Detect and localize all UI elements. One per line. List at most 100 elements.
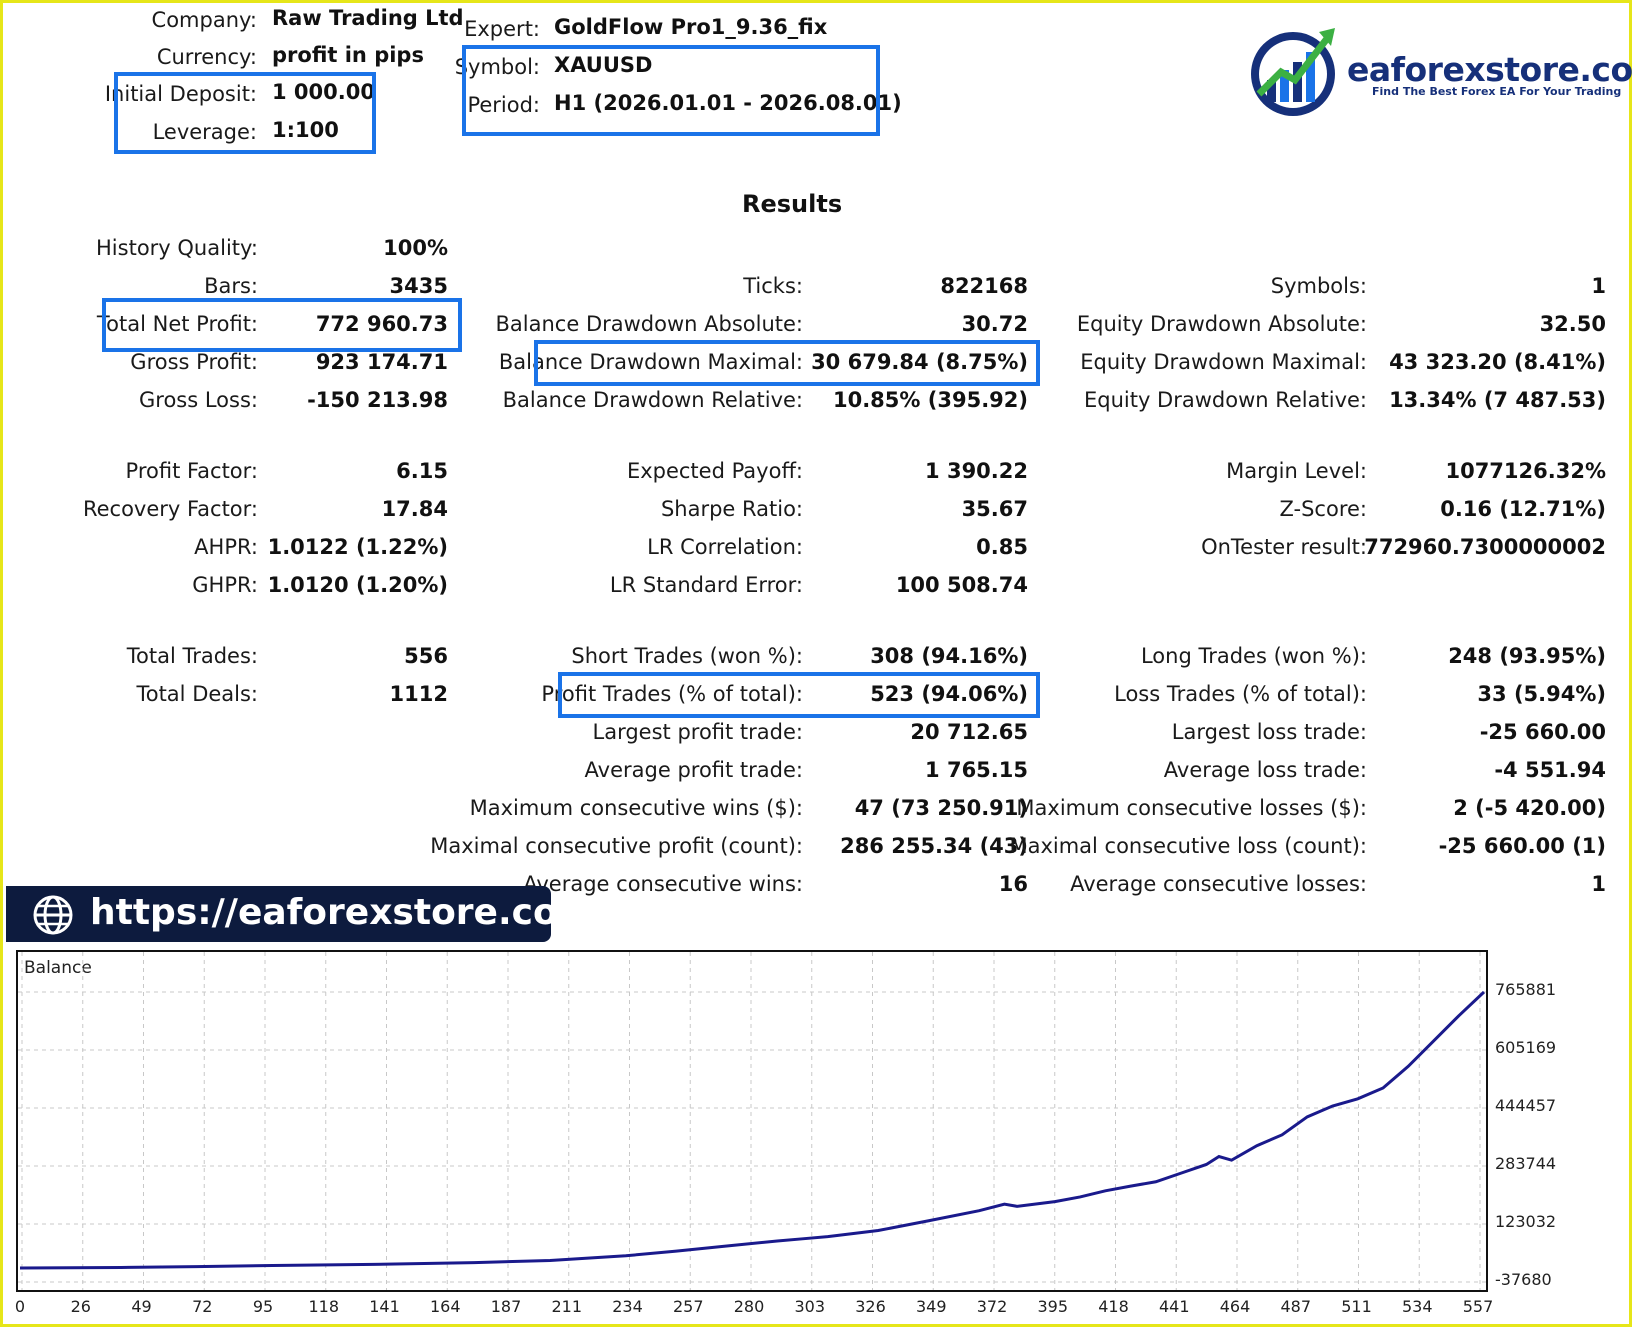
y-tick-label: 123032 [1495, 1212, 1557, 1231]
max-consecutive-profit-value: 286 255.34 (43) [840, 834, 1028, 858]
bars-value: 3435 [389, 274, 448, 298]
balance-dd-absolute-label: Balance Drawdown Absolute: [495, 312, 803, 336]
ghpr-value: 1.0120 (1.20%) [267, 573, 448, 597]
y-tick-label: 283744 [1495, 1154, 1557, 1173]
deposit-highlight-box [114, 72, 376, 154]
z-score-value: 0.16 (12.71%) [1440, 497, 1606, 521]
x-tick-label: 464 [1219, 1297, 1251, 1316]
profit-trades-value: 523 (94.06%) [870, 682, 1028, 706]
currency-value: profit in pips [272, 43, 424, 67]
loss-trades-label: Loss Trades (% of total): [1114, 682, 1367, 706]
avg-consecutive-losses-value: 1 [1591, 872, 1606, 896]
recovery-factor-label: Recovery Factor: [82, 497, 258, 521]
x-tick-label: 418 [1098, 1297, 1129, 1316]
lr-standard-error-label: LR Standard Error: [609, 573, 803, 597]
profit-factor-label: Profit Factor: [125, 459, 258, 483]
average-profit-trade-label: Average profit trade: [584, 758, 803, 782]
avg-consecutive-wins-value: 16 [998, 872, 1028, 896]
equity-dd-absolute-value: 32.50 [1539, 312, 1606, 336]
y-tick-label: 444457 [1495, 1095, 1557, 1115]
max-consecutive-profit-label: Maximal consecutive profit (count): [430, 834, 803, 858]
max-consecutive-loss-label: Maximal consecutive loss (count): [1009, 834, 1367, 858]
lr-correlation-value: 0.85 [976, 535, 1028, 559]
long-trades-label: Long Trades (won %): [1140, 644, 1367, 668]
bars-label: Bars: [204, 274, 258, 298]
average-loss-trade-label: Average loss trade: [1163, 758, 1367, 782]
x-tick-label: 326 [855, 1297, 886, 1316]
total-trades-value: 556 [404, 644, 448, 668]
ghpr-label: GHPR: [192, 573, 258, 597]
company-value: Raw Trading Ltd [272, 6, 464, 30]
largest-loss-trade-label: Largest loss trade: [1171, 720, 1367, 744]
expert-label: Expert: [464, 17, 540, 41]
results-title: Results [742, 190, 843, 218]
short-trades-value: 308 (94.16%) [870, 644, 1028, 668]
balance-dd-maximal-value: 30 679.84 (8.75%) [811, 350, 1028, 374]
gross-loss-value: -150 213.98 [307, 388, 448, 412]
globe-icon [32, 894, 74, 940]
x-tick-label: 118 [308, 1297, 340, 1316]
expected-payoff-label: Expected Payoff: [626, 459, 803, 483]
profit-trades-label: Profit Trades (% of total): [541, 682, 803, 706]
leverage-label: Leverage: [152, 120, 257, 144]
x-tick-label: 0 [14, 1297, 26, 1316]
max-consecutive-wins-label: Maximum consecutive wins ($): [469, 796, 803, 820]
lr-standard-error-value: 100 508.74 [895, 573, 1028, 597]
expert-value: GoldFlow Pro1_9.36_fix [554, 15, 828, 39]
period-label: Period: [467, 93, 540, 117]
ontester-result-value: 772960.7300000002 [1364, 535, 1606, 559]
balance-dd-relative-label: Balance Drawdown Relative: [502, 388, 803, 412]
gross-profit-label: Gross Profit: [130, 350, 258, 374]
logo-name: eaforexstore.com [1347, 50, 1632, 89]
average-profit-trade-value: 1 765.15 [925, 758, 1028, 782]
max-consecutive-loss-value: -25 660.00 (1) [1438, 834, 1606, 858]
equity-dd-maximal-label: Equity Drawdown Maximal: [1080, 350, 1367, 374]
symbols-value: 1 [1591, 274, 1606, 298]
largest-profit-trade-value: 20 712.65 [910, 720, 1028, 744]
chart-legend: Balance [24, 958, 92, 978]
recovery-factor-value: 17.84 [381, 497, 448, 521]
x-tick-label: 511 [1341, 1297, 1372, 1316]
deposit-label: Initial Deposit: [104, 82, 257, 106]
net-profit-highlight-box [102, 298, 462, 352]
x-tick-label: 487 [1280, 1297, 1312, 1316]
currency-label: Currency: [156, 45, 257, 69]
y-tick-label: -37680 [1495, 1270, 1552, 1289]
website-url-link[interactable]: https://eaforexstore.com/ [90, 892, 609, 933]
x-tick-label: 211 [551, 1297, 583, 1316]
margin-level-label: Margin Level: [1226, 459, 1367, 483]
max-consecutive-losses-label: Maximum consecutive losses ($): [1016, 796, 1367, 820]
ontester-result-label: OnTester result: [1201, 535, 1367, 559]
equity-dd-maximal-value: 43 323.20 (8.41%) [1389, 350, 1606, 374]
symbol-value: XAUUSD [554, 53, 653, 77]
x-tick-label: 95 [252, 1297, 274, 1316]
x-tick-label: 372 [976, 1297, 1008, 1316]
x-tick-label: 72 [192, 1297, 213, 1316]
x-tick-label: 441 [1158, 1297, 1190, 1316]
equity-dd-absolute-label: Equity Drawdown Absolute: [1076, 312, 1367, 336]
margin-level-value: 1077126.32% [1445, 459, 1606, 483]
x-tick-label: 557 [1462, 1297, 1494, 1316]
largest-profit-trade-label: Largest profit trade: [592, 720, 803, 744]
net-profit-value: 772 960.73 [315, 312, 448, 336]
ahpr-label: AHPR: [194, 535, 258, 559]
x-tick-label: 349 [915, 1297, 947, 1316]
y-tick-label: 765881 [1495, 980, 1557, 999]
history-quality-label: History Quality: [96, 236, 258, 260]
logo-tagline: Find The Best Forex EA For Your Trading [1372, 85, 1622, 98]
sharpe-ratio-value: 35.67 [961, 497, 1028, 521]
gross-profit-value: 923 174.71 [315, 350, 448, 374]
ticks-value: 822168 [940, 274, 1028, 298]
x-tick-label: 164 [429, 1297, 461, 1316]
avg-consecutive-losses-label: Average consecutive losses: [1070, 872, 1367, 896]
equity-dd-relative-label: Equity Drawdown Relative: [1083, 388, 1367, 412]
balance-dd-relative-value: 10.85% (395.92) [832, 388, 1028, 412]
equity-dd-relative-value: 13.34% (7 487.53) [1389, 388, 1606, 412]
period-value: H1 (2026.01.01 - 2026.08.01) [554, 91, 902, 115]
largest-loss-trade-value: -25 660.00 [1479, 720, 1606, 744]
x-tick-label: 534 [1401, 1297, 1433, 1316]
x-tick-label: 234 [612, 1297, 643, 1316]
website-banner[interactable]: https://eaforexstore.com/ [6, 886, 608, 942]
long-trades-value: 248 (93.95%) [1448, 644, 1606, 668]
profit-factor-value: 6.15 [396, 459, 448, 483]
